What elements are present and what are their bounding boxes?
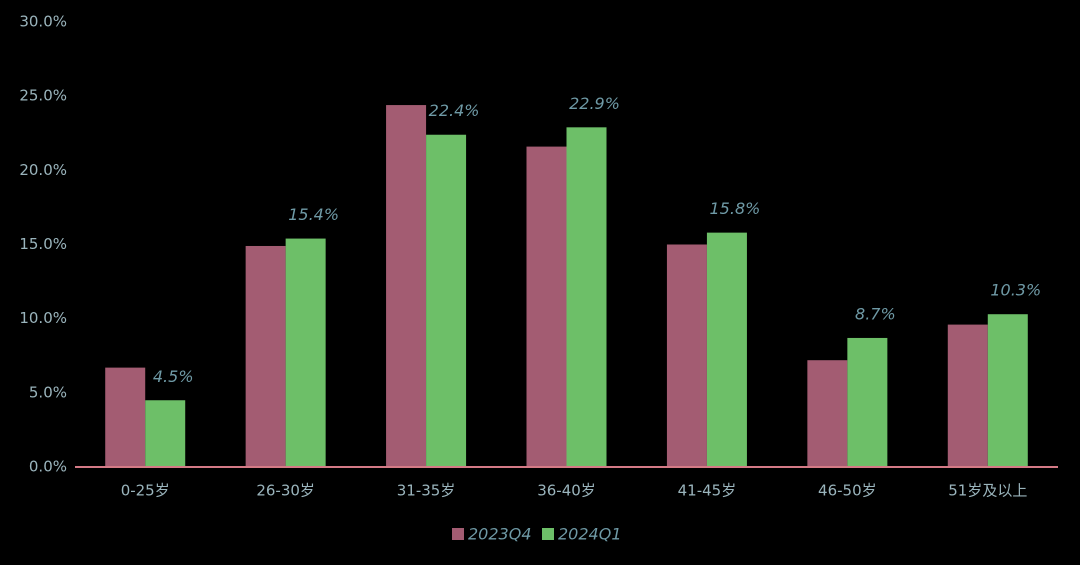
value-label: 8.7% [855,304,896,323]
y-tick-label: 5.0% [29,383,67,401]
value-label: 15.4% [288,205,339,224]
bar [426,134,467,467]
bar [947,324,988,467]
value-label: 10.3% [990,281,1041,300]
legend-label: 2023Q4 [468,525,532,544]
value-label: 22.9% [569,94,620,113]
bar [386,105,427,468]
legend-swatch [452,528,464,540]
bar [807,360,848,467]
bar [526,146,567,467]
y-tick-label: 0.0% [29,458,67,476]
x-tick-label: 51岁及以上 [948,482,1027,500]
bar [145,400,186,467]
y-tick-label: 10.0% [19,309,67,327]
bar [666,244,707,467]
value-label: 22.4% [429,101,480,120]
x-tick-label: 26-30岁 [256,482,315,500]
y-tick-label: 20.0% [19,161,67,179]
bar [566,127,607,468]
bar [987,314,1028,467]
x-tick-label: 41-45岁 [678,482,737,500]
x-tick-label: 0-25岁 [121,482,170,500]
x-tick-label: 46-50岁 [818,482,877,500]
legend-label: 2024Q1 [558,525,622,544]
bar [285,238,326,467]
value-label: 15.8% [710,199,761,218]
bar [847,337,888,467]
value-label: 4.5% [153,367,194,386]
x-tick-label: 36-40岁 [537,482,596,500]
y-tick-label: 30.0% [19,13,67,31]
bar [245,245,286,467]
y-tick-label: 25.0% [19,87,67,105]
bar [105,367,146,467]
bar [706,232,747,467]
legend-swatch [542,528,554,540]
x-tick-label: 31-35岁 [397,482,456,500]
y-tick-label: 15.0% [19,235,67,253]
